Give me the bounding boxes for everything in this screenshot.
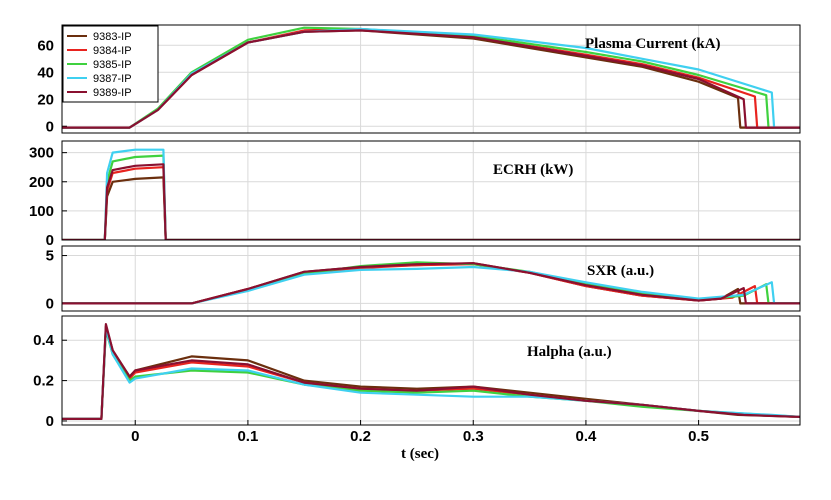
plot-frame-ecrh (61, 140, 801, 241)
series-group-sxr (62, 261, 800, 305)
legend-entry-label: 9384-IP (93, 45, 132, 57)
y-tick-label: 60 (37, 37, 54, 54)
series-line-ip-9389-ip (62, 29, 800, 129)
legend-entry-label: 9389-IP (93, 87, 132, 99)
x-tick-label: 0 (131, 428, 139, 445)
x-tick-label: 0.1 (237, 428, 258, 445)
series-group-ecrh (62, 148, 800, 240)
y-tick-label: 0.4 (33, 332, 55, 349)
series-line-halpha-9389-ip (62, 323, 800, 420)
x-axis-label: t (sec) (401, 446, 439, 462)
plot-frame-halpha (61, 315, 801, 426)
legend-entry-label: 9385-IP (93, 59, 132, 71)
plot-area-halpha (62, 316, 800, 425)
panel-halpha: 0 0.2 0.4 Halpha (a.u.) (33, 315, 801, 430)
series-line-sxr-9389-ip (62, 262, 800, 305)
plot-frame-ip (61, 24, 801, 134)
y-tick-label: 0.2 (33, 373, 54, 390)
panel-ecrh: 0 100 200 300 ECRH (kW) (29, 140, 801, 249)
legend-entry-label: 9387-IP (93, 73, 132, 85)
y-tick-label: 200 (29, 174, 54, 191)
y-tick-label: 100 (29, 203, 54, 220)
y-tick-label: 40 (37, 64, 54, 81)
series-group-ip (62, 26, 800, 129)
y-tick-label: 300 (29, 145, 54, 162)
y-tick-label: 0 (46, 413, 54, 430)
panel-title-halpha: Halpha (a.u.) (527, 344, 612, 360)
panels: 0 20 40 60 Plasma Current (kA) 0 100 200 300 ECRH… (29, 24, 801, 430)
plot-area-ecrh (62, 141, 800, 240)
x-tick-label: 0.2 (350, 428, 371, 445)
y-tick-label: 20 (37, 91, 54, 108)
legend: 9383-IP 9384-IP 9385-IP 9387-IP 9389-IP (62, 25, 159, 103)
y-tick-label: 0 (46, 232, 54, 249)
panel-title-sxr: SXR (a.u.) (587, 263, 654, 279)
panel-sxr: 0 5 SXR (a.u.) (46, 245, 801, 312)
x-tick-label: 0.5 (688, 428, 709, 445)
x-tick-label: 0.4 (575, 428, 597, 445)
panel-title-ecrh: ECRH (kW) (493, 162, 573, 178)
legend-entry-label: 9383-IP (93, 31, 132, 43)
panel-title-ip: Plasma Current (kA) (585, 36, 721, 52)
x-axis: 0 0.1 0.2 0.3 0.4 0.5 (131, 420, 709, 445)
x-tick-label: 0.3 (463, 428, 484, 445)
plot-area-sxr (62, 246, 800, 311)
y-tick-label: 0 (46, 118, 54, 135)
series-line-ecrh-9389-ip (62, 163, 800, 240)
plot-frame-sxr (61, 245, 801, 312)
series-group-halpha (62, 323, 800, 420)
y-tick-label: 5 (46, 248, 54, 265)
panel-ip: 0 20 40 60 Plasma Current (kA) (37, 24, 801, 135)
y-tick-label: 0 (46, 295, 54, 312)
